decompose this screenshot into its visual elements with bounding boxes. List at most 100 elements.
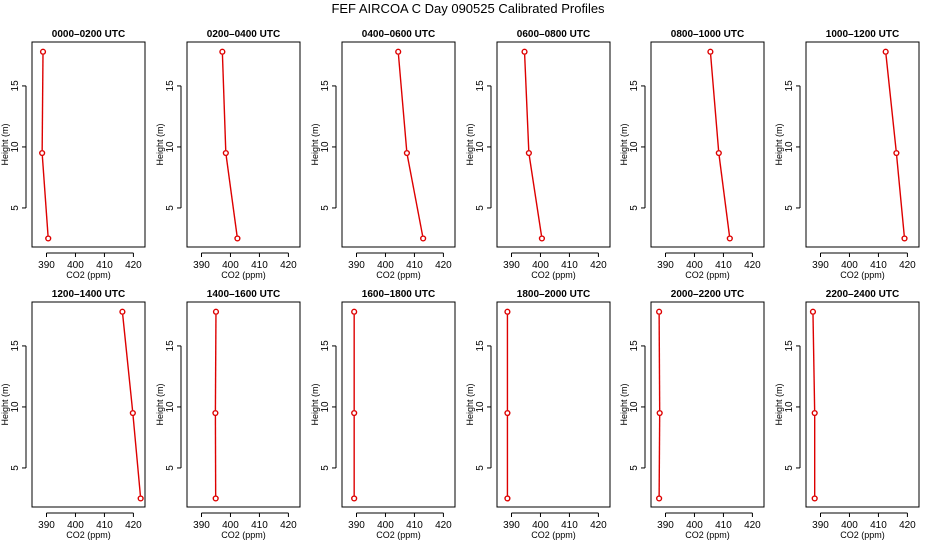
profile-point (212, 308, 220, 315)
profile-point (222, 149, 229, 157)
x-tick-label: 410 (96, 260, 113, 271)
panel-9: 1600–1800 UTC 390 400 410 420 CO2 (ppm) 5 10 15 H… (310, 289, 456, 540)
x-axis-label: CO2 (ppm) (376, 270, 421, 280)
y-tick-label: 10 (320, 401, 331, 413)
x-axis-label: CO2 (ppm) (66, 530, 111, 540)
x-tick-label: 390 (812, 260, 829, 271)
y-tick-label: 10 (320, 141, 331, 153)
panel-6: 1000–1200 UTC 390 400 410 420 CO2 (ppm) 5 10 15 H… (774, 29, 920, 280)
x-tick-label: 420 (899, 260, 916, 271)
x-tick-label: 400 (67, 260, 84, 271)
panel-title: 1400–1600 UTC (207, 289, 280, 300)
x-axis-label: CO2 (ppm) (531, 530, 576, 540)
y-tick-label: 15 (320, 80, 331, 92)
y-axis-label: Height (m) (310, 383, 320, 425)
panel-4: 0600–0800 UTC 390 400 410 420 CO2 (ppm) 5 10 15 H… (465, 29, 611, 280)
y-tick-label: 5 (475, 465, 486, 471)
y-tick-label: 10 (784, 141, 795, 153)
x-tick-label: 400 (532, 520, 549, 531)
x-tick-label: 410 (715, 260, 732, 271)
profile-point (212, 495, 219, 502)
x-tick-label: 400 (377, 260, 394, 271)
plot-frame (186, 41, 301, 248)
profile-point (504, 409, 511, 417)
plot-frame (31, 41, 146, 248)
x-tick-label: 390 (38, 260, 55, 271)
y-tick-label: 5 (165, 205, 176, 211)
y-tick-label: 5 (475, 205, 486, 211)
y-axis-label: Height (m) (310, 123, 320, 165)
x-tick-label: 400 (841, 520, 858, 531)
profile-point (656, 495, 663, 502)
y-axis-label: Height (m) (774, 383, 784, 425)
y-tick-label: 15 (10, 80, 21, 92)
plot-frame (650, 301, 765, 508)
panel-3: 0400–0600 UTC 390 400 410 420 CO2 (ppm) 5 10 15 H… (310, 29, 456, 280)
x-tick-label: 400 (222, 520, 239, 531)
profile-point (504, 308, 511, 315)
plot-frame (186, 301, 301, 508)
profile-segment (221, 54, 227, 151)
panel-10: 1800–2000 UTC 390 400 410 420 CO2 (ppm) 5 10 15 H… (465, 289, 611, 540)
x-axis-label: CO2 (ppm) (66, 270, 111, 280)
x-tick-label: 390 (348, 520, 365, 531)
panel-2: 0200–0400 UTC 390 400 410 420 CO2 (ppm) 5 10 15 H… (155, 29, 301, 280)
y-tick-label: 15 (320, 340, 331, 352)
y-tick-label: 5 (320, 465, 331, 471)
x-tick-label: 400 (67, 520, 84, 531)
profile-segment (397, 54, 408, 151)
profile-point (39, 149, 46, 157)
plot-frame (496, 41, 611, 248)
panel-1: 0000–0200 UTC 390 400 410 420 CO2 (ppm) 5 10 15 H… (0, 29, 146, 280)
profile-segment (406, 155, 424, 236)
x-tick-label: 410 (96, 520, 113, 531)
x-tick-label: 390 (193, 520, 210, 531)
y-tick-label: 10 (629, 401, 640, 413)
x-tick-label: 410 (870, 260, 887, 271)
y-axis-label: Height (m) (0, 123, 10, 165)
x-tick-label: 420 (435, 520, 452, 531)
panel-11: 2000–2200 UTC 390 400 410 420 CO2 (ppm) 5 10 15 H… (619, 289, 765, 540)
profile-segment (885, 54, 897, 151)
panel-title: 1200–1400 UTC (52, 289, 125, 300)
y-tick-label: 5 (10, 205, 21, 211)
profile-point (129, 409, 136, 417)
x-tick-label: 400 (377, 520, 394, 531)
y-axis-label: Height (m) (0, 383, 10, 425)
y-tick-label: 10 (475, 141, 486, 153)
figure-title: FEF AIRCOA C Day 090525 Calibrated Profi… (331, 1, 605, 16)
plot-frame (805, 301, 920, 508)
y-axis-label: Height (m) (155, 123, 165, 165)
y-tick-label: 10 (629, 141, 640, 153)
profile-point (137, 495, 144, 502)
x-tick-label: 400 (686, 260, 703, 271)
profile-point (351, 495, 358, 502)
profile-point (656, 409, 663, 417)
x-tick-label: 410 (406, 520, 423, 531)
profile-point (715, 149, 722, 157)
y-axis-label: Height (m) (465, 123, 475, 165)
panel-title: 1800–2000 UTC (517, 289, 590, 300)
panel-12: 2200–2400 UTC 390 400 410 420 CO2 (ppm) 5 10 15 H… (774, 289, 920, 540)
x-tick-label: 410 (870, 520, 887, 531)
profile-segment (528, 155, 543, 236)
x-tick-label: 410 (251, 260, 268, 271)
plot-frame (31, 301, 146, 508)
x-tick-label: 390 (812, 520, 829, 531)
y-tick-label: 10 (10, 141, 21, 153)
x-tick-label: 420 (280, 260, 297, 271)
panel-title: 0000–0200 UTC (52, 29, 125, 40)
profile-point (525, 149, 532, 157)
x-tick-label: 410 (561, 520, 578, 531)
panel-title: 0400–0600 UTC (362, 29, 435, 40)
plot-frame (805, 41, 920, 248)
x-tick-label: 410 (561, 260, 578, 271)
y-tick-label: 5 (784, 465, 795, 471)
x-tick-label: 420 (435, 260, 452, 271)
y-tick-label: 10 (165, 141, 176, 153)
x-tick-label: 390 (657, 260, 674, 271)
profile-point (882, 48, 889, 55)
profile-segment (812, 314, 816, 411)
profile-point (351, 409, 358, 417)
profile-segment (225, 155, 238, 236)
